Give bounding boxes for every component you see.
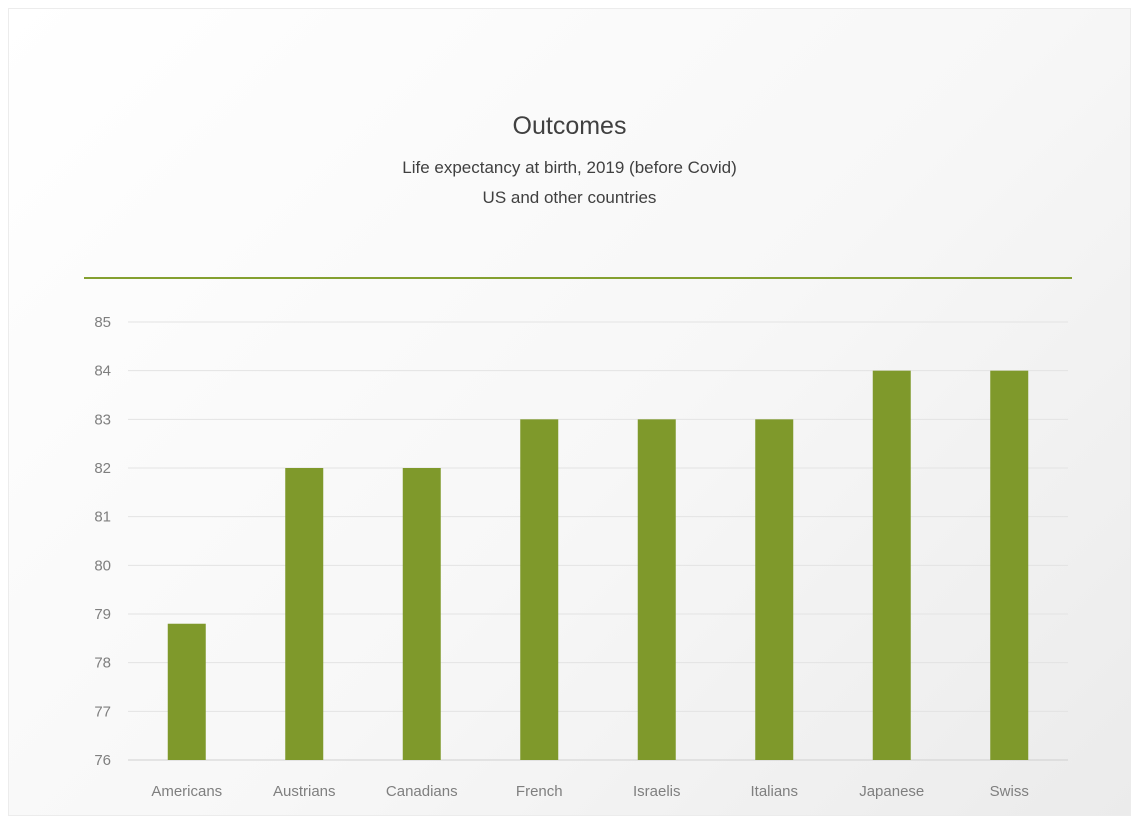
bar-austrians [285,468,324,760]
bar-israelis [637,419,676,760]
y-tick-label: 76 [94,752,111,769]
x-tick-label: Swiss [990,783,1029,800]
y-tick-label: 84 [94,363,111,380]
y-axis: 76 77 78 79 80 81 82 83 84 85 [94,314,111,769]
x-tick-label: Israelis [633,783,681,800]
x-tick-label: Italians [750,783,798,800]
y-tick-label: 83 [94,411,111,428]
x-tick-label: French [516,783,563,800]
x-tick-label: Austrians [273,783,336,800]
y-tick-label: 82 [94,460,111,477]
y-tick-label: 81 [94,509,111,526]
bar-italians [755,419,794,760]
y-tick-label: 80 [94,557,111,574]
x-tick-label: Japanese [859,783,924,800]
bar-french [520,419,559,760]
chart-title: Outcomes [512,112,627,140]
bar-swiss [990,370,1029,760]
gridlines [128,321,1068,761]
chart-subtitle-line-1: Life expectancy at birth, 2019 (before C… [402,158,737,177]
y-tick-label: 77 [94,703,111,720]
bar-canadians [402,468,441,760]
x-tick-label: Canadians [386,783,458,800]
bar-japanese [872,370,911,760]
x-tick-label: Americans [151,783,222,800]
bars [167,370,1029,760]
y-tick-label: 78 [94,655,111,672]
bar-americans [167,623,206,760]
y-tick-label: 85 [94,314,111,331]
y-tick-label: 79 [94,606,111,623]
chart-subtitle-line-2: US and other countries [482,188,657,207]
x-axis: Americans Austrians Canadians French Israeli… [151,783,1029,800]
